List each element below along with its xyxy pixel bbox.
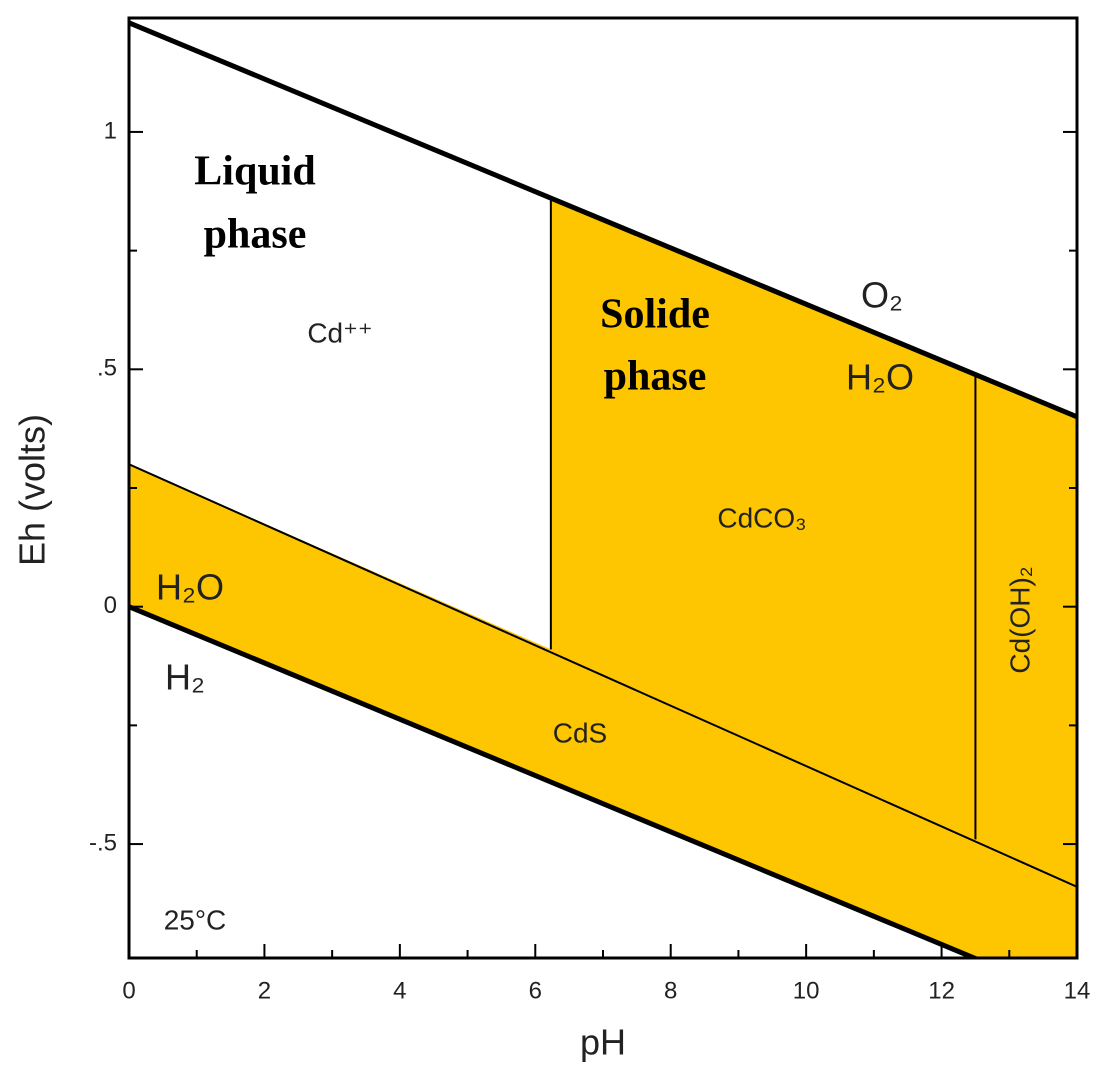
annotation: Solide [600, 292, 710, 338]
annotation: CdCO₃ [717, 502, 806, 533]
x-tick-label: 8 [664, 977, 677, 1004]
y-tick-label: -.5 [89, 829, 117, 856]
annotation: Liquid [194, 149, 315, 195]
x-tick-label: 2 [258, 977, 271, 1004]
y-axis-label: Eh (volts) [12, 414, 53, 566]
x-tick-label: 6 [529, 977, 542, 1004]
annotation: H₂O [846, 357, 914, 398]
annotation: phase [204, 212, 307, 258]
y-tick-label: 1 [104, 117, 117, 144]
solid-region [129, 198, 1077, 958]
annotation: H₂ [165, 657, 205, 698]
x-axis-label: pH [580, 1022, 626, 1063]
x-tick-label: 10 [793, 977, 820, 1004]
annotation: phase [604, 354, 707, 400]
plot-area [129, 20, 1077, 958]
y-tick-label: 0 [104, 592, 117, 619]
annotation: CdS [553, 717, 607, 748]
annotation: Cd(OH)₂ [1004, 566, 1035, 673]
annotation: H₂O [156, 567, 224, 608]
x-tick-label: 14 [1064, 977, 1091, 1004]
annotation: O₂ [861, 275, 903, 316]
boundary-line [129, 463, 1077, 888]
axes: 0 2 4 6 8 10 12 14 -.5 0 .5 1 [89, 117, 1090, 1004]
boundary-line [129, 604, 981, 958]
annotation: Cd⁺⁺ [307, 317, 372, 348]
x-tick-label: 12 [928, 977, 955, 1004]
x-tick-label: 0 [122, 977, 135, 1004]
x-tick-label: 4 [393, 977, 406, 1004]
annotation: 25°C [164, 904, 227, 935]
y-tick-label: .5 [97, 355, 117, 382]
boundary-line [129, 20, 1077, 420]
